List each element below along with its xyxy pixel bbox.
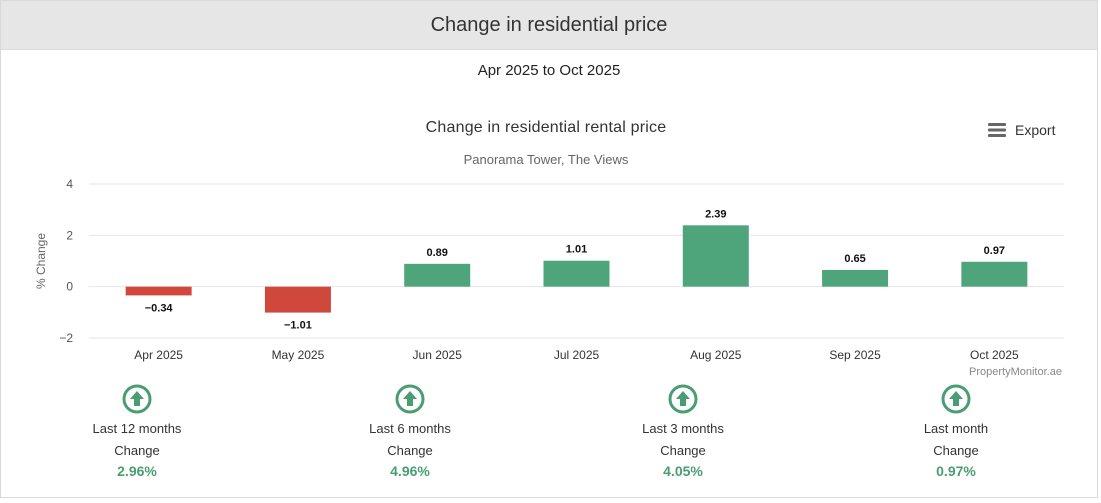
chart-title: Change in residential rental price xyxy=(425,119,667,136)
stat-label: Change xyxy=(660,443,706,458)
card-header: Change in residential price xyxy=(1,1,1097,50)
arrow-up-circle-icon xyxy=(668,384,698,414)
y-tick-label: 4 xyxy=(66,177,73,191)
stat-value: 4.96% xyxy=(390,463,430,479)
x-tick-label: Oct 2025 xyxy=(970,348,1019,362)
bar xyxy=(264,286,331,313)
bar-value-label: −0.34 xyxy=(145,302,174,314)
chart-subtitle: Panorama Tower, The Views xyxy=(463,152,629,167)
export-button[interactable]: Export xyxy=(987,122,1055,138)
stat-last-month: Last month Change 0.97% xyxy=(876,381,1036,479)
stat-last-3-months: Last 3 months Change 4.05% xyxy=(603,381,763,479)
stat-label: Change xyxy=(114,443,160,458)
bar-chart: −2 0 2 4 % Change −0.34 Apr 2025 −1.01 May 2025 0… xyxy=(34,177,1064,362)
stat-period: Last month xyxy=(923,421,989,436)
bar-value-label: 2.39 xyxy=(705,208,726,220)
chart-credit[interactable]: PropertyMonitor.ae xyxy=(969,366,1062,378)
bar-value-label: −1.01 xyxy=(284,320,312,332)
bar xyxy=(125,286,192,296)
hamburger-menu-icon xyxy=(987,122,1007,138)
y-tick-label: −2 xyxy=(59,331,73,345)
y-tick-label: 2 xyxy=(66,228,73,242)
date-range: Apr 2025 to Oct 2025 xyxy=(477,62,621,79)
bar-value-label: 0.89 xyxy=(427,247,448,259)
stat-label: Change xyxy=(387,443,433,458)
stats-row: Last 12 months Change 2.96% Last 6 month… xyxy=(1,381,1097,491)
bar-value-label: 0.97 xyxy=(984,245,1005,257)
x-tick-label: Apr 2025 xyxy=(134,348,183,362)
stat-last-6-months: Last 6 months Change 4.96% xyxy=(330,381,490,479)
arrow-up-circle-icon xyxy=(941,384,971,414)
bar-value-label: 1.01 xyxy=(566,244,587,256)
x-tick-label: Aug 2025 xyxy=(690,348,742,362)
y-axis-label: % Change xyxy=(34,233,48,289)
bar xyxy=(404,263,471,287)
bar xyxy=(543,260,610,287)
stat-value: 0.97% xyxy=(936,463,976,479)
y-tick-label: 0 xyxy=(66,280,73,294)
stat-last-12-months: Last 12 months Change 2.96% xyxy=(57,381,217,479)
export-label: Export xyxy=(1015,122,1056,138)
stat-label: Change xyxy=(933,443,979,458)
bar-value-label: 0.65 xyxy=(844,253,865,265)
bar xyxy=(961,261,1028,287)
bar xyxy=(682,225,749,287)
card-title: Change in residential price xyxy=(430,13,668,36)
stat-value: 4.05% xyxy=(663,463,703,479)
x-tick-label: Sep 2025 xyxy=(829,348,881,362)
arrow-up-circle-icon xyxy=(122,384,152,414)
x-tick-label: Jun 2025 xyxy=(413,348,463,362)
stat-period: Last 3 months xyxy=(642,421,724,436)
stat-value: 2.96% xyxy=(117,463,157,479)
stat-period: Last 6 months xyxy=(369,421,451,436)
x-tick-label: May 2025 xyxy=(272,348,325,362)
stat-period: Last 12 months xyxy=(92,421,182,436)
x-tick-label: Jul 2025 xyxy=(554,348,600,362)
bar xyxy=(822,269,889,287)
arrow-up-circle-icon xyxy=(395,384,425,414)
